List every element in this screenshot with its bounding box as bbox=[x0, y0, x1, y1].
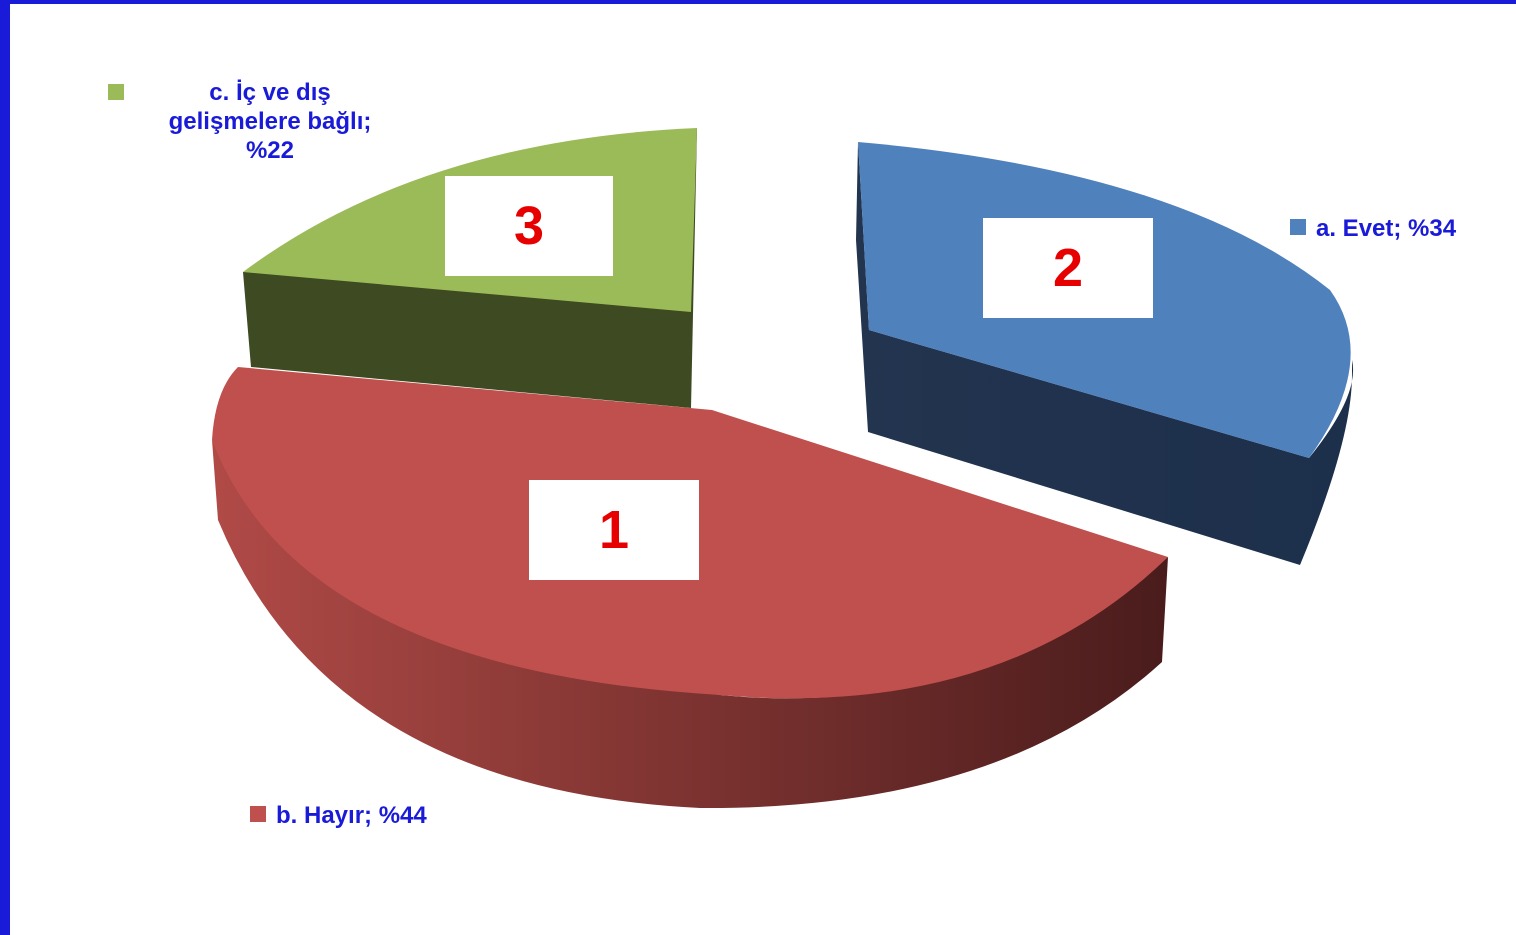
data-label-a-text: a. Evet; %34 bbox=[1316, 215, 1457, 242]
pie-slice-a-side bbox=[856, 142, 1354, 565]
data-label-c-line1: c. İç ve dış bbox=[209, 79, 331, 106]
frame-top-border bbox=[0, 0, 1516, 4]
rank-box-b: 1 bbox=[529, 480, 699, 580]
data-label-a: a. Evet; %34 bbox=[1290, 214, 1456, 243]
swatch-a bbox=[1290, 219, 1306, 235]
frame-left-border bbox=[0, 0, 10, 935]
rank-box-a: 2 bbox=[983, 218, 1153, 318]
rank-label-c: 3 bbox=[513, 196, 545, 256]
rank-box-c: 3 bbox=[445, 176, 613, 276]
data-label-c: c. İç ve dış gelişmelere bağlı; %22 bbox=[100, 78, 440, 165]
rank-label-b: 1 bbox=[598, 500, 630, 560]
pie-slice-b-side bbox=[212, 440, 1168, 809]
data-label-c-line3: %22 bbox=[245, 137, 295, 164]
rank-label-a: 2 bbox=[1052, 238, 1084, 298]
swatch-c bbox=[108, 84, 124, 100]
data-label-c-line2: gelişmelere bağlı; bbox=[168, 108, 372, 135]
data-label-b-text: b. Hayır; %44 bbox=[276, 802, 427, 829]
swatch-b bbox=[250, 806, 266, 822]
data-label-b: b. Hayır; %44 bbox=[250, 801, 427, 830]
